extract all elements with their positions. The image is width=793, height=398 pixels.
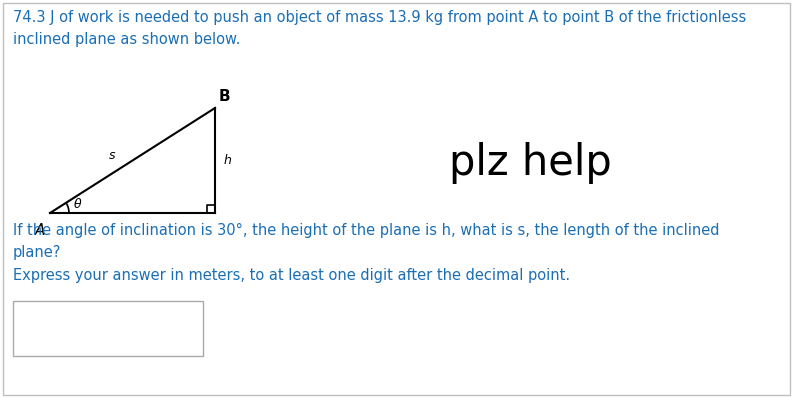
Text: 74.3 J of work is needed to push an object of mass 13.9 kg from point A to point: 74.3 J of work is needed to push an obje…	[13, 10, 746, 47]
Text: plz help: plz help	[449, 142, 611, 184]
Text: A: A	[35, 223, 45, 238]
Text: If the angle of inclination is 30°, the height of the plane is h, what is s, the: If the angle of inclination is 30°, the …	[13, 223, 719, 260]
Text: θ: θ	[74, 197, 82, 211]
Text: B: B	[219, 89, 231, 104]
Text: s: s	[109, 149, 116, 162]
Bar	[13, 301, 203, 356]
Text: Express your answer in meters, to at least one digit after the decimal point.: Express your answer in meters, to at lea…	[13, 268, 570, 283]
Text: h: h	[224, 154, 232, 167]
